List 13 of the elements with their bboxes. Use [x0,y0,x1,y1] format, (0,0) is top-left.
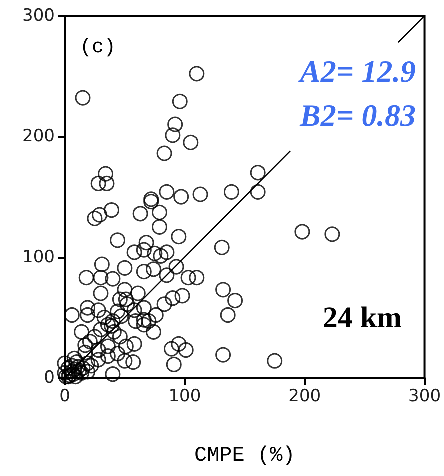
y-tick-label: 0 [44,368,55,388]
y-tick-label: 300 [22,6,55,26]
annotation: B2= 0.83 [299,98,416,133]
x-tick-label: 100 [168,386,202,406]
annotation: 24 km [322,302,402,334]
annotation: A2= 12.9 [298,54,416,89]
x-tick-label: 300 [408,386,442,406]
y-tick-label: 200 [22,126,55,147]
x-tick-label: 0 [60,386,70,406]
x-axis-title: CMPE (%) [194,445,296,468]
annotation: (c) [80,36,116,60]
x-tick-label: 200 [288,386,322,406]
y-tick-label: 100 [22,247,55,268]
